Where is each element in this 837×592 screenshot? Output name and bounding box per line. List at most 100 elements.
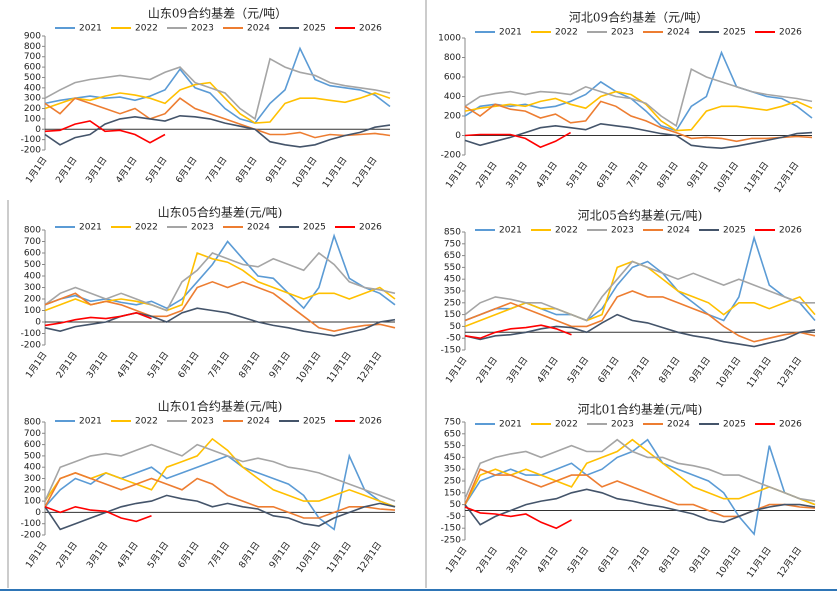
legend-label: 2021 — [499, 420, 522, 430]
y-tick-label: 450 — [444, 275, 461, 285]
x-tick-label: 4月1日 — [115, 540, 141, 570]
x-tick-label: 3月1日 — [504, 160, 530, 190]
y-tick-label: 400 — [24, 272, 41, 282]
legend-label: 2022 — [135, 417, 158, 427]
series-line — [44, 251, 396, 312]
x-tick-label: 3月1日 — [504, 545, 530, 575]
y-tick-label: 800 — [24, 418, 41, 428]
legend-label: 2022 — [135, 24, 158, 34]
y-tick-label: 500 — [24, 260, 41, 270]
x-tick-label: 12月1日 — [775, 545, 804, 580]
legend-label: 2022 — [135, 223, 158, 233]
series-line — [44, 307, 396, 337]
x-tick-label: 12月1日 — [355, 350, 384, 385]
series-line — [44, 505, 152, 523]
x-tick-label: 2月1日 — [474, 355, 500, 385]
x-tick-label: 7月1日 — [206, 350, 232, 380]
x-tick-label: 10月1日 — [290, 155, 319, 190]
y-tick-label: 600 — [24, 440, 41, 450]
x-tick-label: 4月1日 — [534, 160, 560, 190]
y-tick-label: 300 — [24, 283, 41, 293]
y-tick-label: 800 — [24, 226, 41, 236]
series-line — [44, 97, 391, 139]
y-tick-label: 50 — [450, 500, 462, 510]
legend-label: 2026 — [359, 24, 382, 34]
x-tick-label: 12月1日 — [775, 355, 804, 390]
y-tick-label: -100 — [21, 519, 42, 529]
y-tick-label: 0 — [35, 125, 41, 135]
y-tick-label: 500 — [24, 451, 41, 461]
x-tick-label: 2月1日 — [54, 350, 80, 380]
y-tick-label: 200 — [24, 485, 41, 495]
y-tick-label: -50 — [446, 512, 461, 522]
y-tick-label: 550 — [444, 441, 461, 451]
series-line — [464, 290, 816, 343]
y-tick-label: -250 — [441, 536, 462, 546]
x-tick-label: 8月1日 — [657, 545, 683, 575]
series-line — [44, 114, 391, 148]
y-tick-label: -150 — [441, 524, 462, 534]
y-tick-label: 350 — [444, 287, 461, 297]
x-tick-label: 12月1日 — [772, 160, 801, 195]
x-tick-label: 11月1日 — [745, 355, 774, 390]
y-tick-label: 700 — [24, 237, 41, 247]
legend-label: 2023 — [191, 223, 214, 233]
y-tick-label: 700 — [24, 52, 41, 62]
x-tick-label: 1月1日 — [24, 155, 50, 185]
y-tick-label: 0 — [35, 318, 41, 328]
series-line — [464, 100, 813, 143]
y-tick-label: -100 — [21, 135, 42, 145]
legend-label: 2025 — [303, 24, 326, 34]
y-tick-label: -200 — [21, 146, 42, 156]
series-line — [464, 122, 813, 150]
series-line — [44, 311, 152, 327]
legend-label: 2026 — [359, 223, 382, 233]
chart-title: 河北09合约基差（元/吨） — [569, 10, 708, 25]
legend-label: 2021 — [499, 28, 522, 38]
legend-label: 2026 — [359, 417, 382, 427]
x-tick-label: 3月1日 — [84, 155, 110, 185]
series-line — [44, 472, 396, 519]
y-tick-label: -50 — [446, 334, 461, 344]
series-line — [44, 443, 396, 502]
legend-label: 2023 — [191, 417, 214, 427]
series-line — [464, 324, 572, 340]
x-tick-label: 9月1日 — [685, 160, 711, 190]
y-tick-label: 100 — [24, 497, 41, 507]
series-line — [464, 438, 816, 506]
x-tick-label: 3月1日 — [504, 355, 530, 385]
x-tick-label: 9月1日 — [267, 350, 293, 380]
legend-label: 2026 — [779, 226, 802, 236]
x-tick-label: 8月1日 — [655, 160, 681, 190]
y-tick-label: 1000 — [438, 34, 461, 44]
chart-title: 河北05合约基差(元/吨) — [578, 208, 703, 223]
x-tick-label: 11月1日 — [742, 160, 771, 195]
x-tick-label: 7月1日 — [626, 545, 652, 575]
x-tick-label: 4月1日 — [535, 355, 561, 385]
y-tick-label: 600 — [444, 73, 461, 83]
x-tick-label: 12月1日 — [355, 540, 384, 575]
legend-label: 2026 — [779, 420, 802, 430]
x-tick-label: 8月1日 — [237, 540, 263, 570]
x-tick-label: 5月1日 — [565, 355, 591, 385]
y-tick-label: -150 — [441, 346, 462, 356]
legend-label: 2025 — [723, 226, 746, 236]
x-tick-label: 11月1日 — [320, 155, 349, 190]
x-tick-label: 6月1日 — [596, 355, 622, 385]
y-tick-label: 650 — [444, 429, 461, 439]
x-tick-label: 2月1日 — [474, 160, 500, 190]
y-tick-label: 250 — [444, 298, 461, 308]
x-tick-label: 4月1日 — [535, 545, 561, 575]
x-tick-label: 3月1日 — [84, 350, 110, 380]
chart-title: 山东05合约基差(元/吨) — [158, 205, 283, 220]
series-line — [464, 260, 815, 322]
y-tick-label: 500 — [24, 73, 41, 83]
y-tick-label: 800 — [444, 53, 461, 63]
legend-label: 2023 — [191, 24, 214, 34]
x-tick-label: 5月1日 — [144, 155, 170, 185]
x-tick-label: 10月1日 — [714, 355, 743, 390]
legend-label: 2023 — [611, 226, 634, 236]
legend-label: 2021 — [79, 417, 102, 427]
legend-label: 2024 — [667, 28, 690, 38]
x-tick-label: 8月1日 — [237, 350, 263, 380]
